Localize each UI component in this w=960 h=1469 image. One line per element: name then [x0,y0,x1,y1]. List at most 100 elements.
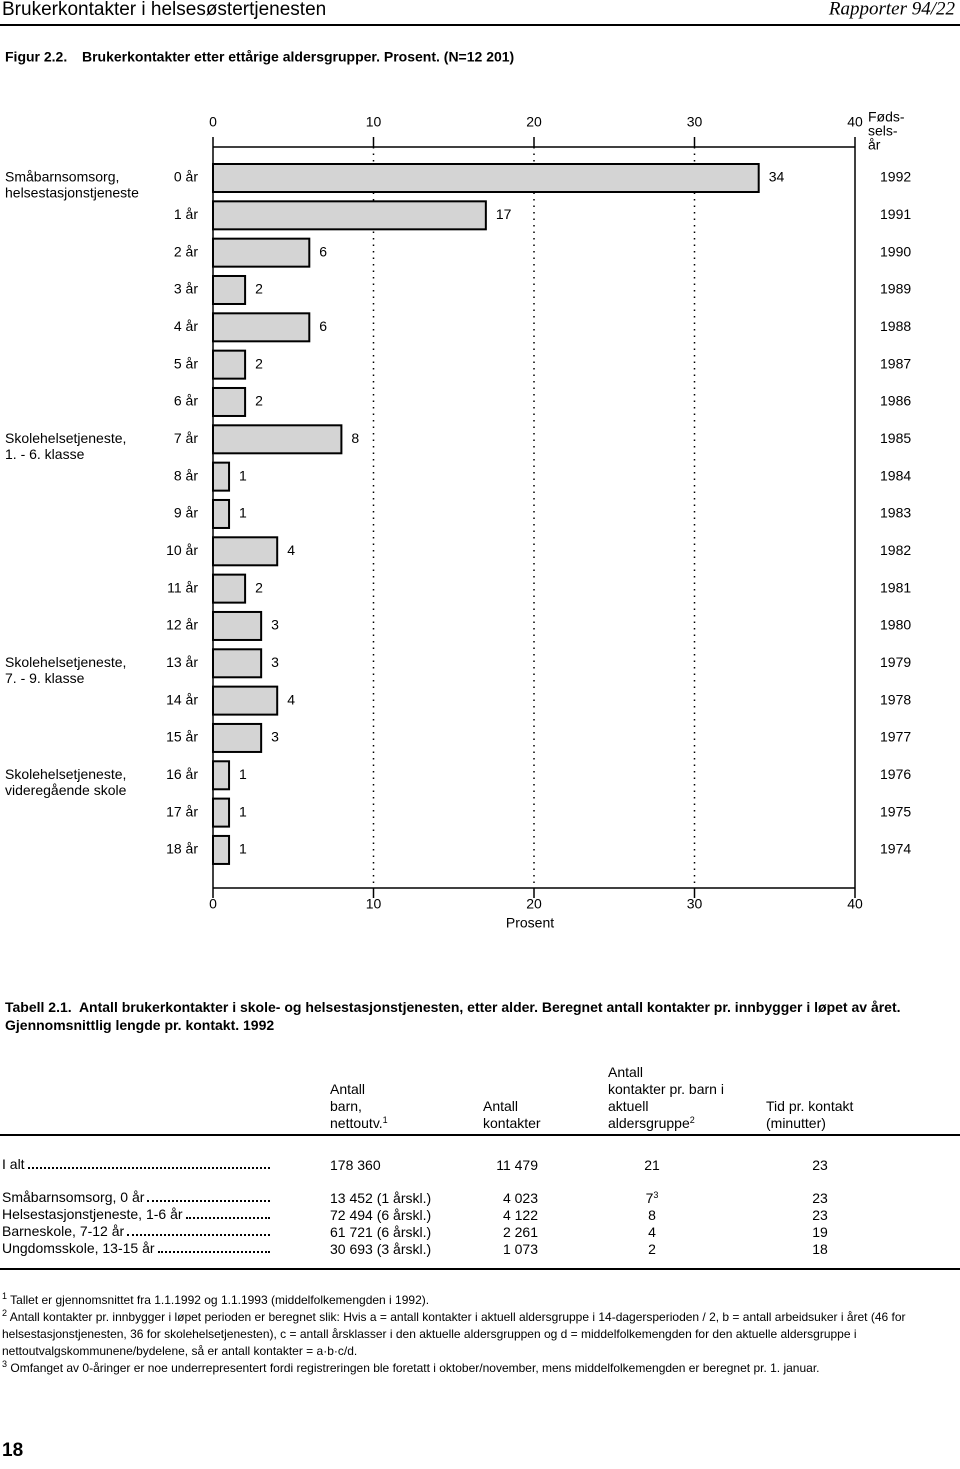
y-tick-label: 4 år [174,318,198,334]
data-label: 3 [271,729,279,745]
footnote-ref: 3 [653,1190,659,1200]
y2-tick-label: 1991 [880,206,911,222]
table-cell: 19 [812,1224,828,1240]
y2-title: sels- [868,123,898,139]
y2-tick-label: 1989 [880,281,911,297]
group-label: Småbarnsomsorg, [5,169,119,185]
column-header: Antall [608,1064,644,1080]
row-label-text: Ungdomsskole, 13-15 år [2,1240,155,1256]
bar [212,312,311,343]
row-label-text: Barneskole, 7-12 år [2,1223,125,1239]
group-label: Skolehelsetjeneste, [5,654,126,670]
x-tick-label-top: 20 [526,114,542,130]
bar [212,722,263,753]
y2-tick-label: 1974 [880,841,911,857]
footnote: 1 Tallet er gjennomsnittet fra 1.1.1992 … [2,1292,937,1309]
column-header: Tid pr. kontakt [766,1098,854,1114]
table-title: Antall brukerkontakter i skole- og helse… [5,999,901,1033]
footnote-mark: 1 [2,1291,8,1301]
y2-tick-label: 1978 [880,691,911,707]
bar [212,200,487,231]
figure-title: Brukerkontakter etter ettårige aldersgru… [82,49,514,65]
data-label: 6 [319,318,327,334]
y2-tick-label: 1981 [880,579,911,595]
page-number: 18 [2,1440,24,1461]
footnote-ref: 1 [382,1115,388,1125]
y2-tick-label: 1982 [880,542,911,558]
footnote-text: Antall kontakter pr. innbygger i løpet p… [2,1310,906,1358]
data-label: 3 [271,617,279,633]
y2-tick-label: 1986 [880,393,911,409]
group-label: Skolehelsetjeneste, [5,766,126,782]
dot-leader [185,1217,270,1219]
y-tick-label: 18 år [166,841,198,857]
figure: Brukerkontakter i helsesøstertjenesten R… [0,0,960,931]
dot-leader [147,1200,270,1202]
y2-tick-label: 1975 [880,803,911,819]
y-tick-label: 15 år [166,729,198,745]
table-cell: 72 494 (6 årskl.) [330,1207,432,1223]
table-cell: 1 073 [502,1241,538,1257]
x-tick-label: 20 [526,896,542,912]
data-label: 1 [239,803,247,819]
y2-title: år [868,137,881,153]
bar [212,163,760,193]
y-tick-label: 2 år [174,243,198,259]
bar [212,797,231,828]
table-cell: 73 [602,1189,702,1207]
data-label: 2 [255,393,263,409]
row-label-text: I alt [2,1156,25,1172]
y2-tick-label: 1977 [880,729,911,745]
y2-tick-label: 1992 [880,169,911,185]
bar [212,573,247,604]
table-cell: 23 [812,1207,828,1223]
group-label: helsestasjonstjeneste [5,185,139,201]
bar [212,834,231,865]
table-cell: 178 360 [330,1157,381,1173]
table-cell: 4 122 [502,1207,538,1223]
bar [212,237,311,268]
row-label: Småbarnsomsorg, 0 år [2,1189,270,1206]
data-label: 34 [769,169,785,185]
group-label: 1. - 6. klasse [5,446,85,462]
y2-tick-label: 1985 [880,430,911,446]
footnote-ref: 2 [689,1115,695,1125]
column-header: kontakter [483,1115,541,1131]
bar [212,461,231,492]
data-label: 17 [496,206,512,222]
column-header: kontakter pr. barn i [608,1081,724,1097]
data-label: 2 [255,579,263,595]
y2-tick-label: 1987 [880,355,911,371]
bar [212,349,247,380]
figure-label: Figur 2.2. [5,49,67,65]
y-tick-label: 1 år [174,206,198,222]
running-header: Brukerkontakter i helsesøstertjenesten [2,0,326,20]
row-label-text: Helsestasjonstjeneste, 1-6 år [2,1206,183,1222]
table-cell: 13 452 (1 årskl.) [330,1190,432,1206]
footnote-mark: 3 [2,1359,8,1369]
column-header: Antall [330,1081,366,1097]
table-cell: 23 [812,1190,828,1206]
y2-tick-label: 1979 [880,654,911,670]
group-label: videregående skole [5,782,127,798]
group-label: 7. - 9. klasse [5,670,85,686]
row-label: Helsestasjonstjeneste, 1-6 år [2,1206,270,1223]
bar [212,685,279,716]
table-cell: 4 023 [502,1190,538,1206]
table-cell: 11 479 [496,1157,538,1173]
column-header: (minutter) [766,1115,826,1131]
y2-tick-label: 1988 [880,318,911,334]
table-cell: 30 693 (3 årskl.) [330,1241,432,1257]
row-label-text: Småbarnsomsorg, 0 år [2,1189,145,1205]
data-label: 2 [255,355,263,371]
dot-leader [157,1251,270,1253]
y-tick-label: 11 år [167,579,198,595]
y2-tick-label: 1990 [880,243,911,259]
x-tick-label-top: 0 [209,114,217,130]
x-tick-label: 40 [847,896,863,912]
cell-value: 7 [645,1190,654,1206]
footnote-mark: 2 [2,1308,8,1318]
bar [212,386,247,417]
y-tick-label: 6 år [174,393,198,409]
